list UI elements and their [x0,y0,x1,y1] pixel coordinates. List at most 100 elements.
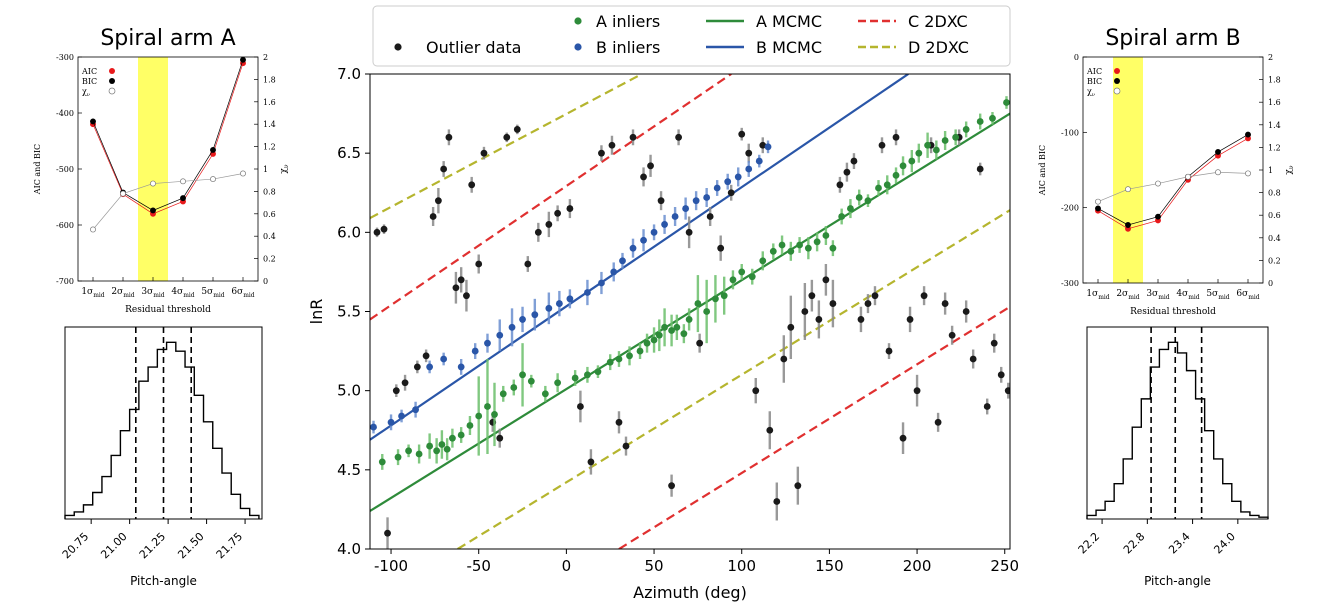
data-point-outlier-data [696,339,704,347]
y-axis-label-right: χν [1284,165,1295,174]
data-point- [90,226,96,233]
data-point-a-inliers [924,141,931,149]
x-tick-label: 4σmid [171,287,194,299]
y-tick-label-right: 2 [263,53,268,62]
main-lnr-azimuth-plot: -100 -50 0 50 100 150 200 250 4.0 4.5 5.0 5.5 6.0 6.5… [307,5,1019,602]
data-point-outlier-data [577,403,584,410]
x-tick-label: 5σmid [201,287,224,299]
y-tick-label-right: 0.8 [263,187,276,196]
data-point-outlier-data [976,165,984,173]
y-tick-label-left: -300 [56,53,74,62]
legend: Outlier data A inliers B inliers A MCMC B MC… [372,5,1011,67]
data-point-bic [240,56,246,63]
y-tick-label-left: -400 [56,109,74,118]
y-tick-label: 5.5 [337,303,361,321]
data-point- [180,178,186,185]
data-point-b-inliers [610,268,618,276]
data-point-a-inliers [606,358,614,366]
x-tick-label: 21.00 [98,530,129,561]
x-tick-label: 24.0 [1211,530,1238,557]
data-point-a-inliers [499,390,507,398]
data-point-outlier-data [759,141,767,149]
data-point- [150,180,156,187]
panel-title: Spiral arm B [1105,26,1240,51]
data-point-outlier-data [373,228,381,236]
data-point-outlier-data [545,221,553,228]
y-tick-label-right: 1.2 [263,143,276,152]
data-point-outlier-data [801,308,809,315]
data-point-a-inliers [813,238,821,246]
data-point-a-inliers [855,194,863,201]
legend-label: Outlier data [426,38,521,57]
x-tick-label: 4σmid [1176,289,1199,301]
data-point-outlier-data [990,339,998,347]
data-point- [1095,198,1101,205]
data-point-outlier-data [685,228,693,236]
legend-label: AIC [81,67,97,76]
data-point-a-inliers [941,137,949,144]
series-line-aic [92,63,244,215]
pitch-angle-b-histogram: 22.2 22.8 23.4 24.0 Pitch-angle [1076,326,1269,588]
x-tick-label: 21.25 [137,530,168,561]
data-point-a-inliers [394,453,402,461]
data-point-a-inliers [457,431,465,439]
spiral-arm-b-ic-plot: Spiral arm B 0 -100 -200 -300 2 1.8 1.6 1.4 1.2 1 0… [1038,26,1295,317]
data-point-a-inliers [443,445,451,453]
data-point-b-inliers [734,173,742,181]
y-tick-label-right: 0 [1268,279,1273,288]
y-tick-label-right: 0.2 [1268,256,1281,265]
data-point-outlier-data [608,141,616,149]
data-point-outlier-data [392,387,400,395]
y-tick-label-right: 0.6 [1268,211,1281,220]
x-tick-label: 3σmid [141,287,164,299]
data-point-bic [1215,148,1221,155]
data-point-outlier-data [463,292,470,300]
data-point-outlier-data [850,157,858,165]
data-point-outlier-data [948,331,956,339]
data-point-outlier-data [422,352,430,360]
y-tick-label: 4.5 [337,461,361,479]
x-tick-label: 1σmid [81,287,104,299]
x-tick-label: 21.75 [214,530,245,561]
data-point-outlier-data [475,260,483,268]
data-point-a-inliers [626,352,633,360]
data-point-bic [180,195,186,202]
histogram-step [1086,341,1269,519]
data-point-a-inliers [571,374,579,382]
data-point-a-inliers [892,171,900,179]
data-point-b-inliers [629,244,637,252]
data-point-outlier-data [899,434,907,442]
y-axis-label-left: AIC and BIC [1038,145,1047,196]
data-point-b-inliers [440,355,448,363]
data-point-a-inliers [449,434,456,442]
data-point-outlier-data [587,458,595,466]
data-point- [210,176,216,183]
data-point-a-inliers [643,339,651,347]
pitch-angle-a-histogram: 20.75 21.00 21.25 21.50 21.75 Pitch-angle [60,326,263,588]
data-point-a-inliers [748,273,756,281]
data-point-outlier-data [906,316,914,323]
data-point-a-inliers [864,197,872,205]
y-tick-label-right: 1.2 [1268,143,1281,152]
data-point-bic [210,147,216,153]
data-point-a-inliers [829,244,837,252]
data-point-a-inliers [787,247,795,255]
data-point-a-inliers [527,377,535,385]
fit-line-c-2dxc-lower [618,305,1010,549]
y-tick-label-right: 0.6 [263,210,276,219]
data-point-outlier-data [440,165,448,173]
data-point-b-inliers [724,178,732,186]
data-point-outlier-data [657,197,665,205]
x-tick-label: 5σmid [1206,289,1229,301]
data-point-b-inliers [496,331,504,339]
data-point-a-inliers [759,257,767,265]
data-point-a-inliers [433,447,441,455]
data-point-a-inliers [661,323,668,331]
data-point- [1215,169,1221,176]
data-point-a-inliers [952,133,960,141]
x-tick-label: 21.50 [175,530,206,561]
data-point-outlier-data [857,316,865,323]
y-tick-label-right: 1.4 [1268,121,1281,130]
data-point-a-inliers [694,300,702,307]
y-tick-label-right: 0 [263,277,268,286]
